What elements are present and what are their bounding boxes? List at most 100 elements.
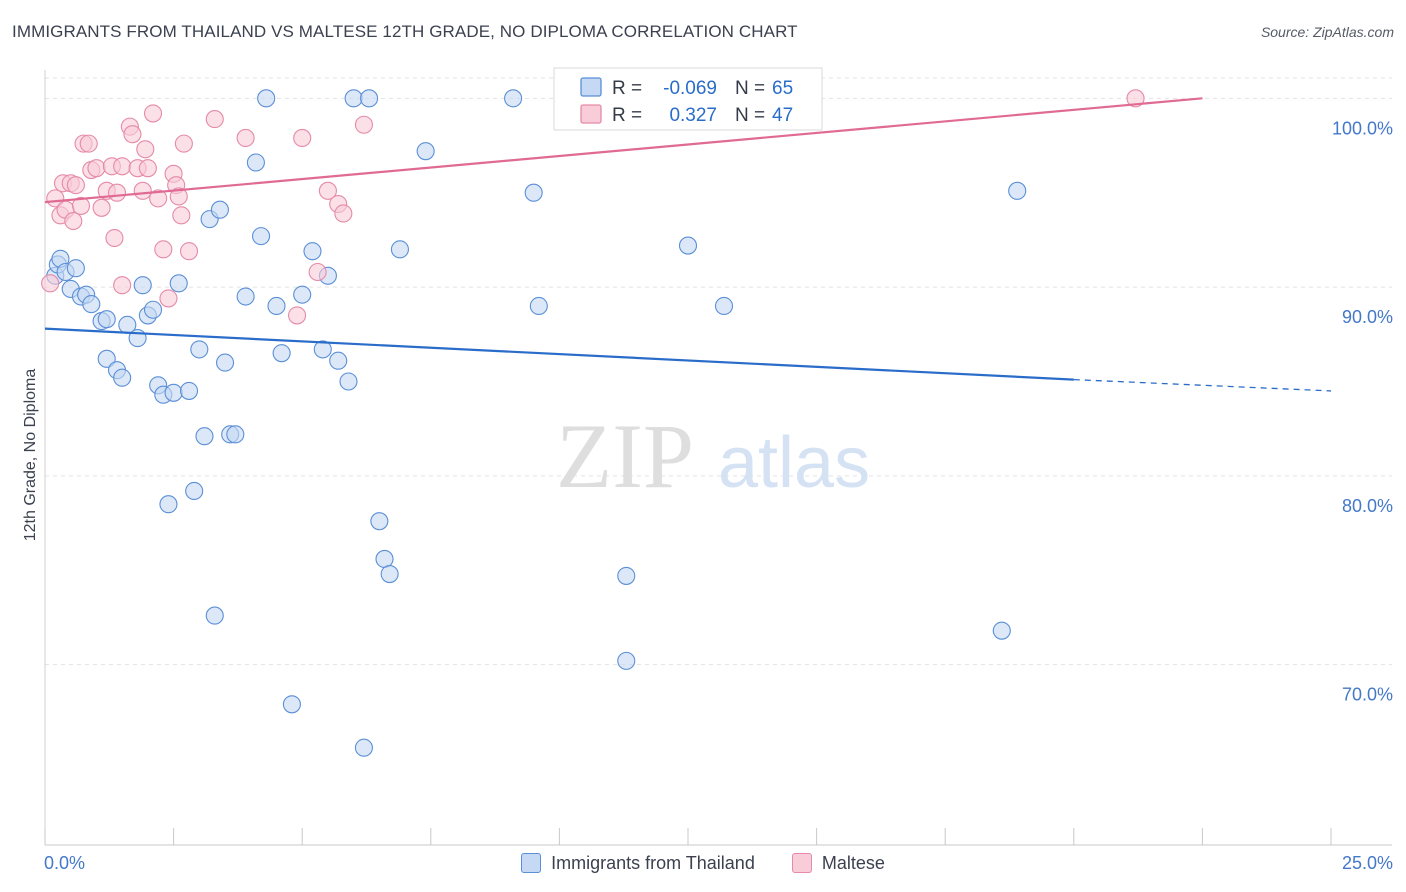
data-point-thailand (97, 349, 116, 368)
data-point-thailand (992, 621, 1011, 640)
data-points (41, 89, 1145, 757)
legend-item-maltese: Maltese (791, 852, 885, 874)
data-point-thailand (164, 383, 183, 402)
y-tick-label: 80.0% (1342, 496, 1393, 516)
data-point-maltese (1126, 89, 1145, 108)
n-label: N = (735, 105, 765, 126)
data-point-thailand (360, 89, 379, 108)
data-point-maltese (308, 262, 327, 282)
legend-label-maltese: Maltese (821, 852, 885, 873)
data-point-thailand (380, 564, 399, 584)
data-point-maltese (79, 134, 98, 153)
data-point-thailand (82, 295, 101, 314)
y-tick-label: 100.0% (1332, 118, 1393, 138)
data-point-maltese (66, 176, 85, 195)
data-point-thailand (195, 427, 214, 446)
data-point-thailand (617, 651, 636, 670)
data-point-thailand (504, 89, 523, 108)
data-point-maltese (293, 128, 312, 148)
r-value: -0.069 (663, 78, 717, 99)
chart-title: IMMIGRANTS FROM THAILAND VS MALTESE 12TH… (12, 22, 798, 41)
x-tick-label: 25.0% (1342, 853, 1393, 873)
data-point-thailand (210, 200, 229, 219)
data-point-maltese (154, 240, 173, 259)
data-point-maltese (138, 159, 157, 178)
data-point-maltese (107, 183, 127, 202)
data-point-maltese (179, 242, 199, 261)
data-point-thailand (133, 276, 152, 295)
data-point-maltese (143, 104, 163, 123)
y-tick-label: 70.0% (1342, 685, 1393, 705)
data-point-maltese (172, 206, 191, 225)
data-point-thailand (370, 512, 389, 531)
legend-item-thailand: Immigrants from Thailand (521, 852, 755, 874)
data-point-maltese (236, 128, 255, 148)
data-point-thailand (236, 287, 255, 306)
data-point-maltese (71, 196, 91, 215)
data-point-thailand (267, 296, 286, 316)
data-point-thailand (143, 300, 163, 319)
data-point-thailand (205, 606, 224, 625)
data-point-maltese (87, 159, 106, 178)
data-point-thailand (246, 153, 265, 172)
data-point-thailand (714, 296, 734, 316)
data-point-maltese (318, 181, 337, 200)
data-point-maltese (288, 306, 307, 325)
data-point-maltese (334, 204, 353, 223)
data-point-maltese (354, 115, 373, 134)
data-point-thailand (329, 351, 348, 370)
legend-swatch-maltese (791, 852, 812, 873)
data-point-maltese (113, 276, 132, 295)
data-point-thailand (354, 738, 373, 757)
chart-source: Source: ZipAtlas.com (1260, 24, 1394, 40)
data-point-thailand (190, 340, 209, 359)
data-point-thailand (293, 285, 312, 304)
x-tick-label: 0.0% (44, 853, 85, 873)
gridlines (45, 77, 1392, 666)
data-point-thailand (390, 240, 409, 259)
r-label: R = (612, 105, 642, 126)
data-point-thailand (169, 274, 188, 293)
r-value: 0.327 (669, 105, 717, 126)
data-point-thailand (375, 549, 394, 568)
r-label: R = (612, 78, 642, 99)
data-point-thailand (282, 695, 301, 714)
data-point-maltese (149, 189, 168, 208)
data-point-thailand (179, 381, 199, 400)
data-point-maltese (174, 134, 193, 153)
data-point-thailand (617, 566, 636, 585)
data-point-thailand (339, 372, 358, 391)
data-point-maltese (113, 157, 132, 176)
data-point-thailand (226, 425, 245, 444)
data-point-maltese (159, 289, 178, 308)
data-point-maltese (169, 187, 188, 206)
trend-line-maltese (44, 97, 1203, 204)
y-tick-label: 90.0% (1342, 307, 1393, 327)
stats-swatch-maltese (580, 104, 602, 124)
watermark-atlas: atlas (718, 423, 870, 503)
trend-lines (44, 97, 1332, 392)
data-point-thailand (185, 481, 204, 501)
watermark-zip: ZIP (556, 405, 694, 507)
data-point-thailand (1008, 181, 1027, 200)
data-point-thailand (215, 353, 235, 372)
data-point-thailand (678, 236, 698, 255)
data-point-thailand (303, 242, 322, 261)
data-point-thailand (529, 296, 548, 316)
n-label: N = (735, 78, 765, 99)
trend-line-thailand (44, 327, 1074, 381)
watermark: ZIP atlas (556, 405, 870, 507)
data-point-thailand (344, 89, 363, 108)
n-value: 65 (772, 78, 793, 99)
data-point-thailand (524, 183, 543, 202)
data-point-maltese (105, 228, 124, 248)
data-point-thailand (97, 310, 116, 329)
data-point-thailand (313, 340, 332, 359)
trend-line-extension-thailand (1073, 378, 1332, 392)
n-value: 47 (772, 105, 793, 126)
data-point-thailand (257, 89, 276, 108)
data-point-maltese (123, 125, 142, 144)
stats-swatch-thailand (580, 77, 602, 97)
data-point-maltese (64, 211, 83, 231)
stats-legend: R = -0.069 N = 65 R = 0.327 N = 47 (553, 67, 823, 131)
